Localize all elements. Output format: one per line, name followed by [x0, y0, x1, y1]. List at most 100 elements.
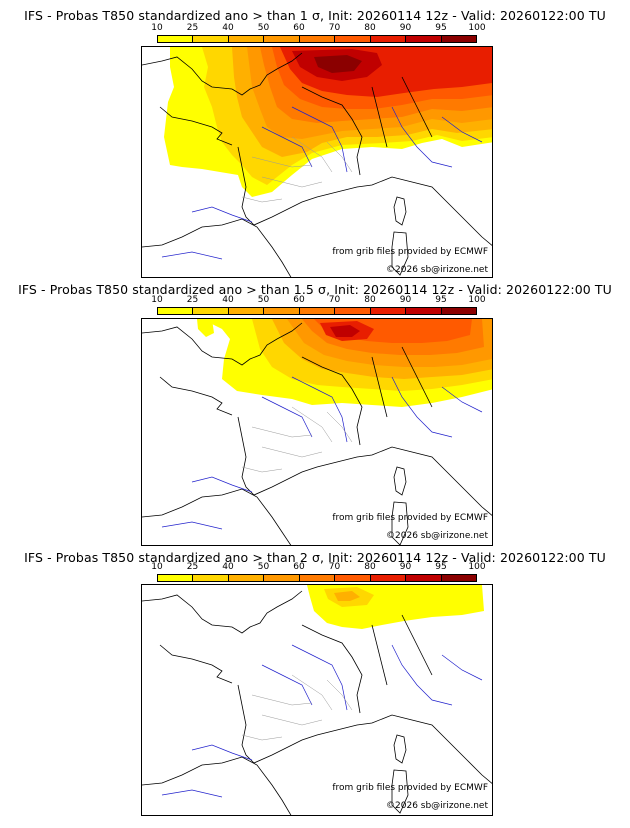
legend-swatch	[193, 308, 229, 314]
coastline-mediterranean	[291, 446, 492, 516]
sardinia	[391, 501, 409, 545]
coastline-channel	[142, 52, 303, 96]
prob-area-10b	[197, 319, 214, 337]
legend-tick: 90	[399, 23, 412, 33]
river-lines	[161, 106, 483, 260]
legend-tick: 100	[468, 23, 486, 33]
legend-swatch	[228, 36, 265, 42]
legend-tick: 25	[186, 23, 199, 33]
legend-swatch	[441, 308, 476, 314]
coastline-mediterranean	[291, 714, 492, 784]
region-borders	[241, 136, 353, 203]
legend-tick: 80	[364, 23, 376, 33]
coastline-brittany	[159, 106, 233, 146]
legend-tick: 25	[186, 295, 199, 305]
legend-swatches	[157, 574, 477, 582]
legend-swatch	[370, 308, 407, 314]
prob-area-40	[334, 591, 360, 601]
legend-swatch	[299, 575, 336, 581]
prob-area-90	[330, 325, 360, 337]
legend-tick: 10	[151, 562, 163, 572]
coastline-brittany	[159, 376, 233, 416]
legend-tick: 60	[293, 295, 305, 305]
copyright-text: ©2026 sb@irizone.net	[386, 265, 488, 275]
legend-swatches	[157, 35, 477, 43]
coastline-atlantic	[237, 416, 293, 496]
legend-tick: 25	[186, 562, 199, 572]
coastline-iberia	[142, 488, 292, 545]
legend-swatch	[406, 575, 442, 581]
legend-tick: 95	[435, 295, 447, 305]
legend-tick: 10	[151, 23, 163, 33]
legend-swatch	[193, 575, 229, 581]
river-lines	[161, 644, 483, 798]
probability-map: from grib files provided by ECMWF ©2026 …	[141, 584, 493, 816]
legend-tick: 90	[399, 562, 412, 572]
corsica	[393, 466, 407, 496]
corsica	[393, 196, 407, 226]
color-legend: 10 25 40 50 60 70 80 90 95 100	[151, 562, 486, 585]
legend-swatch	[158, 36, 194, 42]
legend-tick: 70	[328, 23, 341, 33]
legend-tick: 50	[257, 295, 270, 305]
legend-swatch	[406, 36, 442, 42]
legend-tick: 70	[328, 562, 341, 572]
border-lines	[301, 614, 433, 714]
region-borders	[241, 406, 353, 473]
coastline-atlantic	[237, 684, 293, 764]
legend-tick: 40	[222, 562, 234, 572]
legend-tick: 90	[399, 295, 412, 305]
legend-tick: 100	[468, 562, 486, 572]
legend-swatch	[299, 308, 336, 314]
color-legend: 10 25 40 50 60 70 80 90 95 100	[151, 295, 486, 318]
river-lines	[161, 376, 483, 530]
coastline-iberia	[142, 218, 292, 277]
coastline-channel	[142, 590, 303, 634]
legend-tick: 40	[222, 23, 234, 33]
legend-tick: 100	[468, 295, 486, 305]
legend-swatch	[335, 308, 371, 314]
coastline-atlantic	[237, 146, 293, 226]
prob-area-95	[314, 55, 362, 73]
legend-swatch	[228, 575, 265, 581]
corsica	[393, 734, 407, 764]
data-credit: from grib files provided by ECMWF	[332, 247, 488, 257]
legend-tick: 95	[435, 562, 447, 572]
legend-swatch	[158, 308, 194, 314]
legend-swatch	[406, 308, 442, 314]
legend-tick: 95	[435, 23, 447, 33]
data-credit: from grib files provided by ECMWF	[332, 513, 488, 523]
panel-title: IFS - Probas T850 standardized ano > tha…	[24, 8, 606, 23]
region-borders	[241, 674, 353, 741]
legend-swatch	[264, 575, 300, 581]
data-credit: from grib files provided by ECMWF	[332, 783, 488, 793]
legend-tick: 80	[364, 295, 376, 305]
legend-swatch	[228, 308, 265, 314]
border-lines	[301, 346, 433, 446]
legend-swatch	[441, 36, 476, 42]
color-legend: 10 25 40 50 60 70 80 90 95 100	[151, 23, 486, 46]
coastline-iberia	[142, 756, 292, 815]
legend-swatch	[335, 575, 371, 581]
legend-swatch	[441, 575, 476, 581]
legend-tick: 10	[151, 295, 163, 305]
probability-map: from grib files provided by ECMWF ©2026 …	[141, 318, 493, 546]
legend-swatch	[193, 36, 229, 42]
panel-title: IFS - Probas T850 standardized ano > tha…	[24, 550, 606, 565]
coastline-brittany	[159, 644, 233, 684]
legend-swatch	[264, 36, 300, 42]
coastline-mediterranean	[291, 176, 492, 246]
legend-swatch	[370, 36, 407, 42]
panel-title: IFS - Probas T850 standardized ano > tha…	[18, 282, 612, 297]
sardinia	[391, 231, 409, 276]
legend-tick: 50	[257, 23, 270, 33]
legend-tick: 60	[293, 562, 305, 572]
copyright-text: ©2026 sb@irizone.net	[386, 531, 488, 541]
legend-tick: 50	[257, 562, 270, 572]
legend-swatch	[299, 36, 336, 42]
legend-labels: 10 25 40 50 60 70 80 90 95 100	[151, 562, 485, 573]
legend-swatch	[158, 575, 194, 581]
legend-labels: 10 25 40 50 60 70 80 90 95 100	[151, 23, 485, 34]
coastline-channel	[142, 322, 303, 366]
border-lines	[301, 76, 433, 176]
